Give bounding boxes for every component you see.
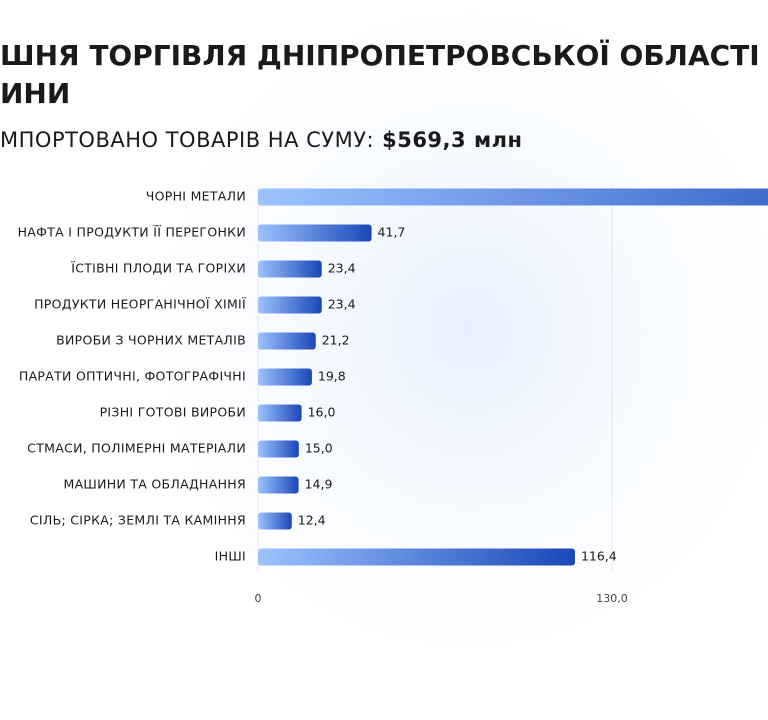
category-label: РІЗНІ ГОТОВІ ВИРОБИ [100, 405, 246, 420]
title-line: ШНЯ ТОРГІВЛЯ ДНІПРОПЕТРОВСЬКОЇ ОБЛАСТІ [0, 38, 760, 72]
value-label: 19,8 [318, 369, 346, 384]
title-line: ИНИ [0, 77, 70, 110]
category-label: НАФТА І ПРОДУКТИ ЇЇ ПЕРЕГОНКИ [18, 225, 246, 240]
decor-circle [140, 0, 768, 670]
category-label: МАШИНИ ТА ОБЛАДНАННЯ [63, 477, 246, 492]
category-label: ВИРОБИ З ЧОРНИХ МЕТАЛІВ [56, 333, 246, 348]
value-label: 14,9 [305, 477, 333, 492]
bar [258, 296, 322, 314]
plot: 0 130,0 ЧОРНІ МЕТАЛИ НАФТА І ПРОДУКТИ ЇЇ ПЕ… [18, 185, 768, 605]
bar [258, 368, 312, 386]
bar [258, 260, 322, 278]
bar [258, 404, 302, 422]
value-label: 23,4 [328, 261, 356, 276]
bar [258, 548, 575, 566]
bar [258, 440, 299, 458]
x-tick-label: 130,0 [596, 592, 628, 605]
category-label: ПРОДУКТИ НЕОРГАНІЧНОЇ ХІМІЇ [34, 297, 246, 312]
x-tick-label: 0 [255, 592, 262, 605]
value-label: 12,4 [298, 513, 326, 528]
value-label: 23,4 [328, 297, 356, 312]
bar [258, 188, 768, 206]
category-label: СІЛЬ; СІРКА; ЗЕМЛІ ТА КАМІННЯ [30, 513, 246, 528]
bar [258, 224, 372, 242]
value-label: 116,4 [581, 549, 617, 564]
bar [258, 476, 299, 494]
subtitle-total: $569,3 млн [382, 128, 522, 152]
subtitle: МПОРТОВАНО ТОВАРІВ НА СУМУ: $569,3 млн [0, 128, 523, 152]
category-label: СТМАСИ, ПОЛІМЕРНІ МАТЕРІАЛИ [27, 441, 246, 456]
bar [258, 512, 292, 530]
value-label: 16,0 [308, 405, 336, 420]
category-label: ЧОРНІ МЕТАЛИ [146, 189, 246, 204]
subtitle-text: МПОРТОВАНО ТОВАРІВ НА СУМУ: [0, 128, 374, 152]
value-label: 15,0 [305, 441, 333, 456]
category-label: ЇСТІВНІ ПЛОДИ ТА ГОРІХИ [71, 261, 246, 276]
bar [258, 332, 316, 350]
category-label: ІНШІ [215, 549, 246, 564]
value-label: 41,7 [378, 225, 406, 240]
value-label: 21,2 [322, 333, 350, 348]
category-label: ПАРАТИ ОПТИЧНІ, ФОТОГРАФІЧНІ [19, 369, 246, 384]
